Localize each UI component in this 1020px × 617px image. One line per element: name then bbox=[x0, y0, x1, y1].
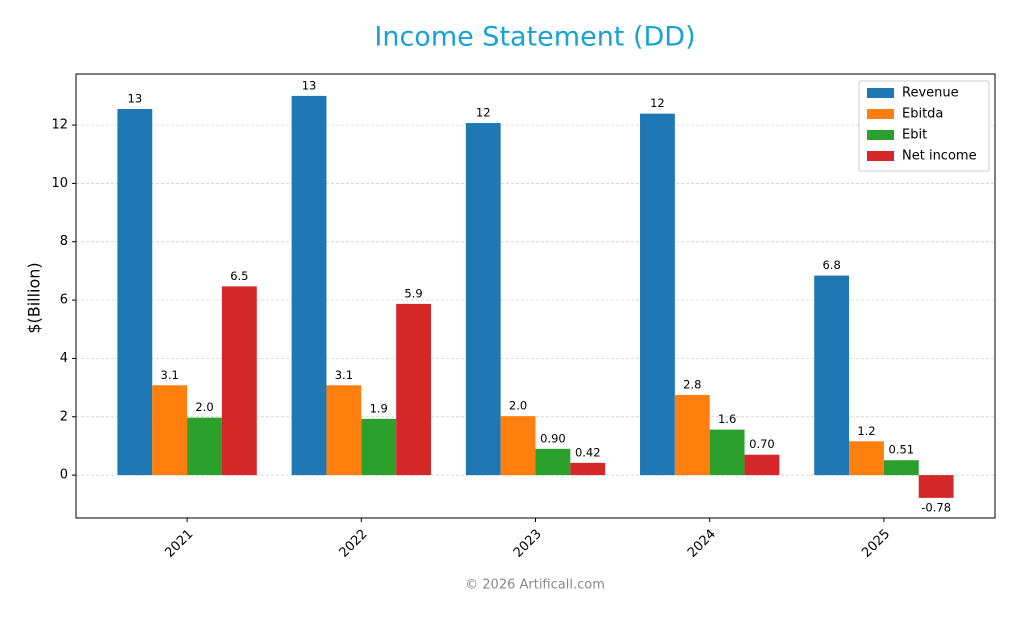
bar bbox=[918, 475, 954, 498]
y-tick-label: 4 bbox=[60, 351, 68, 366]
x-tick-label: 2022 bbox=[337, 527, 371, 561]
bar bbox=[117, 109, 153, 476]
data-label: 3.1 bbox=[161, 368, 179, 382]
bar bbox=[570, 462, 606, 476]
x-tick-label: 2023 bbox=[511, 527, 545, 561]
bar bbox=[465, 123, 501, 476]
x-tick-label: 2024 bbox=[685, 527, 719, 561]
data-label: 3.1 bbox=[335, 368, 353, 382]
y-tick-label: 12 bbox=[51, 118, 68, 133]
footer: © 2026 Artificall.com bbox=[465, 578, 605, 593]
data-label: 12 bbox=[476, 106, 491, 120]
legend-label: Ebit bbox=[902, 128, 927, 143]
data-label: 1.2 bbox=[857, 424, 875, 438]
data-label: 0.90 bbox=[540, 431, 566, 445]
bar bbox=[221, 286, 257, 476]
bar bbox=[674, 394, 710, 476]
bar bbox=[535, 448, 571, 476]
bar bbox=[640, 113, 675, 476]
data-label: 13 bbox=[128, 92, 143, 106]
legend-swatch bbox=[867, 88, 894, 98]
x-tick-label: 2021 bbox=[162, 527, 196, 561]
legend-swatch bbox=[867, 130, 894, 140]
y-tick-label: 8 bbox=[60, 234, 68, 249]
legend-swatch bbox=[867, 109, 894, 119]
y-tick-label: 0 bbox=[60, 468, 68, 483]
y-tick-label: 6 bbox=[60, 293, 68, 308]
bar bbox=[152, 385, 188, 476]
data-label: 2.8 bbox=[683, 377, 701, 391]
data-label: 12 bbox=[650, 96, 665, 110]
bar bbox=[187, 417, 222, 476]
data-label: 6.8 bbox=[822, 258, 840, 272]
data-label: 2.0 bbox=[195, 400, 213, 414]
bar bbox=[396, 303, 431, 476]
data-label: 13 bbox=[302, 78, 317, 92]
y-tick-label: 2 bbox=[60, 409, 68, 424]
data-label: -0.78 bbox=[921, 500, 951, 514]
bar bbox=[500, 416, 536, 476]
bar bbox=[361, 418, 397, 476]
bar bbox=[883, 460, 919, 476]
chart-title: Income Statement (DD) bbox=[374, 22, 695, 53]
data-label: 1.9 bbox=[370, 401, 388, 415]
bar bbox=[744, 454, 780, 476]
y-tick-label: 10 bbox=[51, 176, 68, 191]
bar bbox=[849, 441, 884, 476]
bar bbox=[709, 429, 745, 476]
data-label: 6.5 bbox=[230, 269, 248, 283]
data-label: 1.6 bbox=[718, 412, 736, 426]
bar bbox=[291, 95, 327, 476]
data-label: 0.51 bbox=[889, 443, 915, 457]
plot-frame bbox=[75, 73, 996, 519]
bar bbox=[814, 275, 850, 476]
legend-frame bbox=[858, 80, 990, 172]
x-tick-label: 2025 bbox=[859, 527, 893, 561]
legend-label: Net income bbox=[902, 149, 977, 164]
data-label: 2.0 bbox=[509, 399, 527, 413]
bar bbox=[326, 385, 362, 476]
legend-label: Revenue bbox=[902, 86, 959, 101]
legend-swatch bbox=[867, 151, 894, 161]
y-axis-label: $(Billion) bbox=[25, 262, 44, 333]
legend-label: Ebitda bbox=[902, 107, 943, 122]
data-label: 0.70 bbox=[749, 437, 775, 451]
data-label: 5.9 bbox=[404, 286, 422, 300]
data-label: 0.42 bbox=[575, 445, 601, 459]
